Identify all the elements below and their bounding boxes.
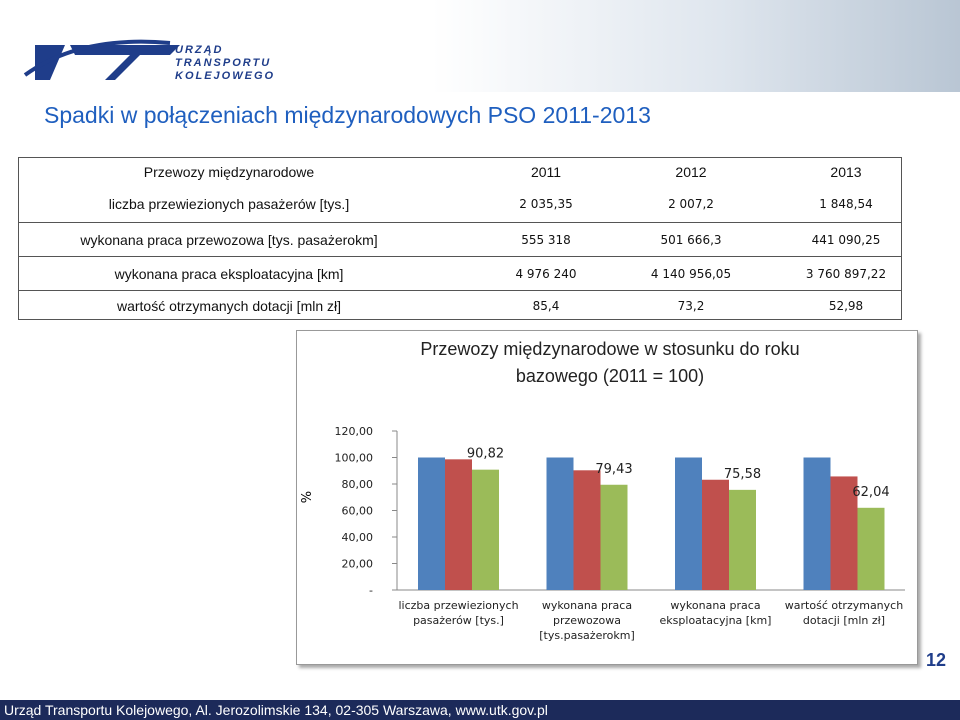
cell: 2 007,2 [668, 197, 714, 211]
table-row: Przewozy międzynarodowe 2011 2012 2013 [19, 158, 901, 186]
bar [600, 484, 628, 590]
cell: 4 140 956,05 [650, 267, 732, 281]
cell: 85,4 [532, 299, 560, 313]
y-tick-label: 60,00 [342, 505, 374, 518]
table-row: liczba przewiezionych pasażerów [tys.] 2 … [19, 186, 901, 222]
table-row: wykonana praca eksploatacyjna [km] 4 976 … [19, 256, 901, 291]
chart-title-box: Przewozy międzynarodowe w stosunku do ro… [420, 339, 800, 386]
chart-title: Przewozy międzynarodowe w stosunku do ro… [420, 339, 800, 386]
cell: 2013 [830, 164, 862, 180]
bar [472, 469, 499, 590]
bar [573, 470, 601, 590]
x-tick-label: wykonana praca eksploatacyjna [km] [659, 599, 772, 627]
logo-line: URZĄD [175, 44, 224, 56]
x-label-box: wykonana praca eksploatacyjna [km] [659, 599, 772, 627]
x-label-box: wartość otrzymanych dotacji [mln zł] [784, 599, 904, 627]
x-label-box: liczba przewiezionych pasażerów [tys.] [398, 599, 519, 627]
bar [803, 457, 831, 590]
data-table: Przewozy międzynarodowe 2011 2012 2013 liczb… [18, 157, 902, 320]
cell: 4 976 240 [515, 267, 577, 281]
x-label-box: wykonana praca przewozowa [tys.pasażerok… [539, 599, 635, 642]
y-tick-label: 100,00 [335, 452, 374, 465]
table-row: wykonana praca przewozowa [tys. pasażero… [19, 222, 901, 257]
cell: 2012 [675, 164, 707, 180]
y-tick-label: 20,00 [342, 558, 374, 571]
cell: 73,2 [677, 299, 705, 313]
y-axis-label: % [300, 491, 315, 503]
slide-title: Spadki w połączeniach międzynarodowych P… [44, 102, 651, 128]
cell: 441 090,25 [811, 233, 881, 247]
logo-line: KOLEJOWEGO [175, 70, 276, 82]
row-label: wykonana praca przewozowa [tys. pasażero… [80, 232, 378, 248]
value-label: 79,43 [595, 462, 632, 477]
logo-line: TRANSPORTU [175, 57, 272, 69]
value-label: 62,04 [852, 485, 889, 500]
bar [418, 457, 445, 590]
value-label: 90,82 [467, 447, 504, 462]
page-number: 12 [926, 650, 947, 670]
cell: 555 318 [521, 233, 571, 247]
bar [729, 489, 756, 590]
bar [445, 459, 472, 590]
logo-text: URZĄD TRANSPORTU KOLEJOWEGO [175, 44, 275, 83]
cell: 2 035,35 [519, 197, 573, 211]
y-tick-label: - [369, 584, 373, 597]
x-tick-label: wykonana praca przewozowa [tys.pasażerok… [539, 599, 635, 642]
cell: 2011 [530, 164, 562, 180]
row-label: wykonana praca eksploatacyjna [km] [114, 266, 344, 282]
bar [857, 507, 885, 590]
logo-mark [23, 39, 180, 80]
bar [546, 457, 574, 590]
footer-address: Urząd Transportu Kolejowego, Al. Jerozol… [4, 702, 548, 718]
x-tick-label: wartość otrzymanych dotacji [mln zł] [784, 599, 904, 627]
y-tick-label: 40,00 [342, 531, 374, 544]
header-band: URZĄD TRANSPORTU KOLEJOWEGO [0, 0, 960, 92]
bar [702, 479, 729, 590]
cell: 501 666,3 [660, 233, 722, 247]
row-label: liczba przewiezionych pasażerów [tys.] [108, 196, 350, 212]
footer-band [0, 700, 960, 720]
chart: % Przewozy międzynarodowe w stosunku do … [300, 339, 905, 642]
value-label: 75,58 [724, 467, 761, 482]
cell: 1 848,54 [819, 197, 873, 211]
bar [830, 476, 858, 590]
y-tick-label: 120,00 [335, 425, 374, 438]
y-tick-label: 80,00 [342, 478, 374, 491]
x-tick-label: liczba przewiezionych pasażerów [tys.] [398, 599, 519, 627]
bar [675, 457, 702, 590]
row-label: Przewozy międzynarodowe [143, 164, 315, 180]
row-label: wartość otrzymanych dotacji [mln zł] [116, 298, 342, 314]
table-row: wartość otrzymanych dotacji [mln zł] 85,4… [19, 290, 901, 321]
cell: 52,98 [828, 299, 864, 313]
cell: 3 760 897,22 [805, 267, 887, 281]
